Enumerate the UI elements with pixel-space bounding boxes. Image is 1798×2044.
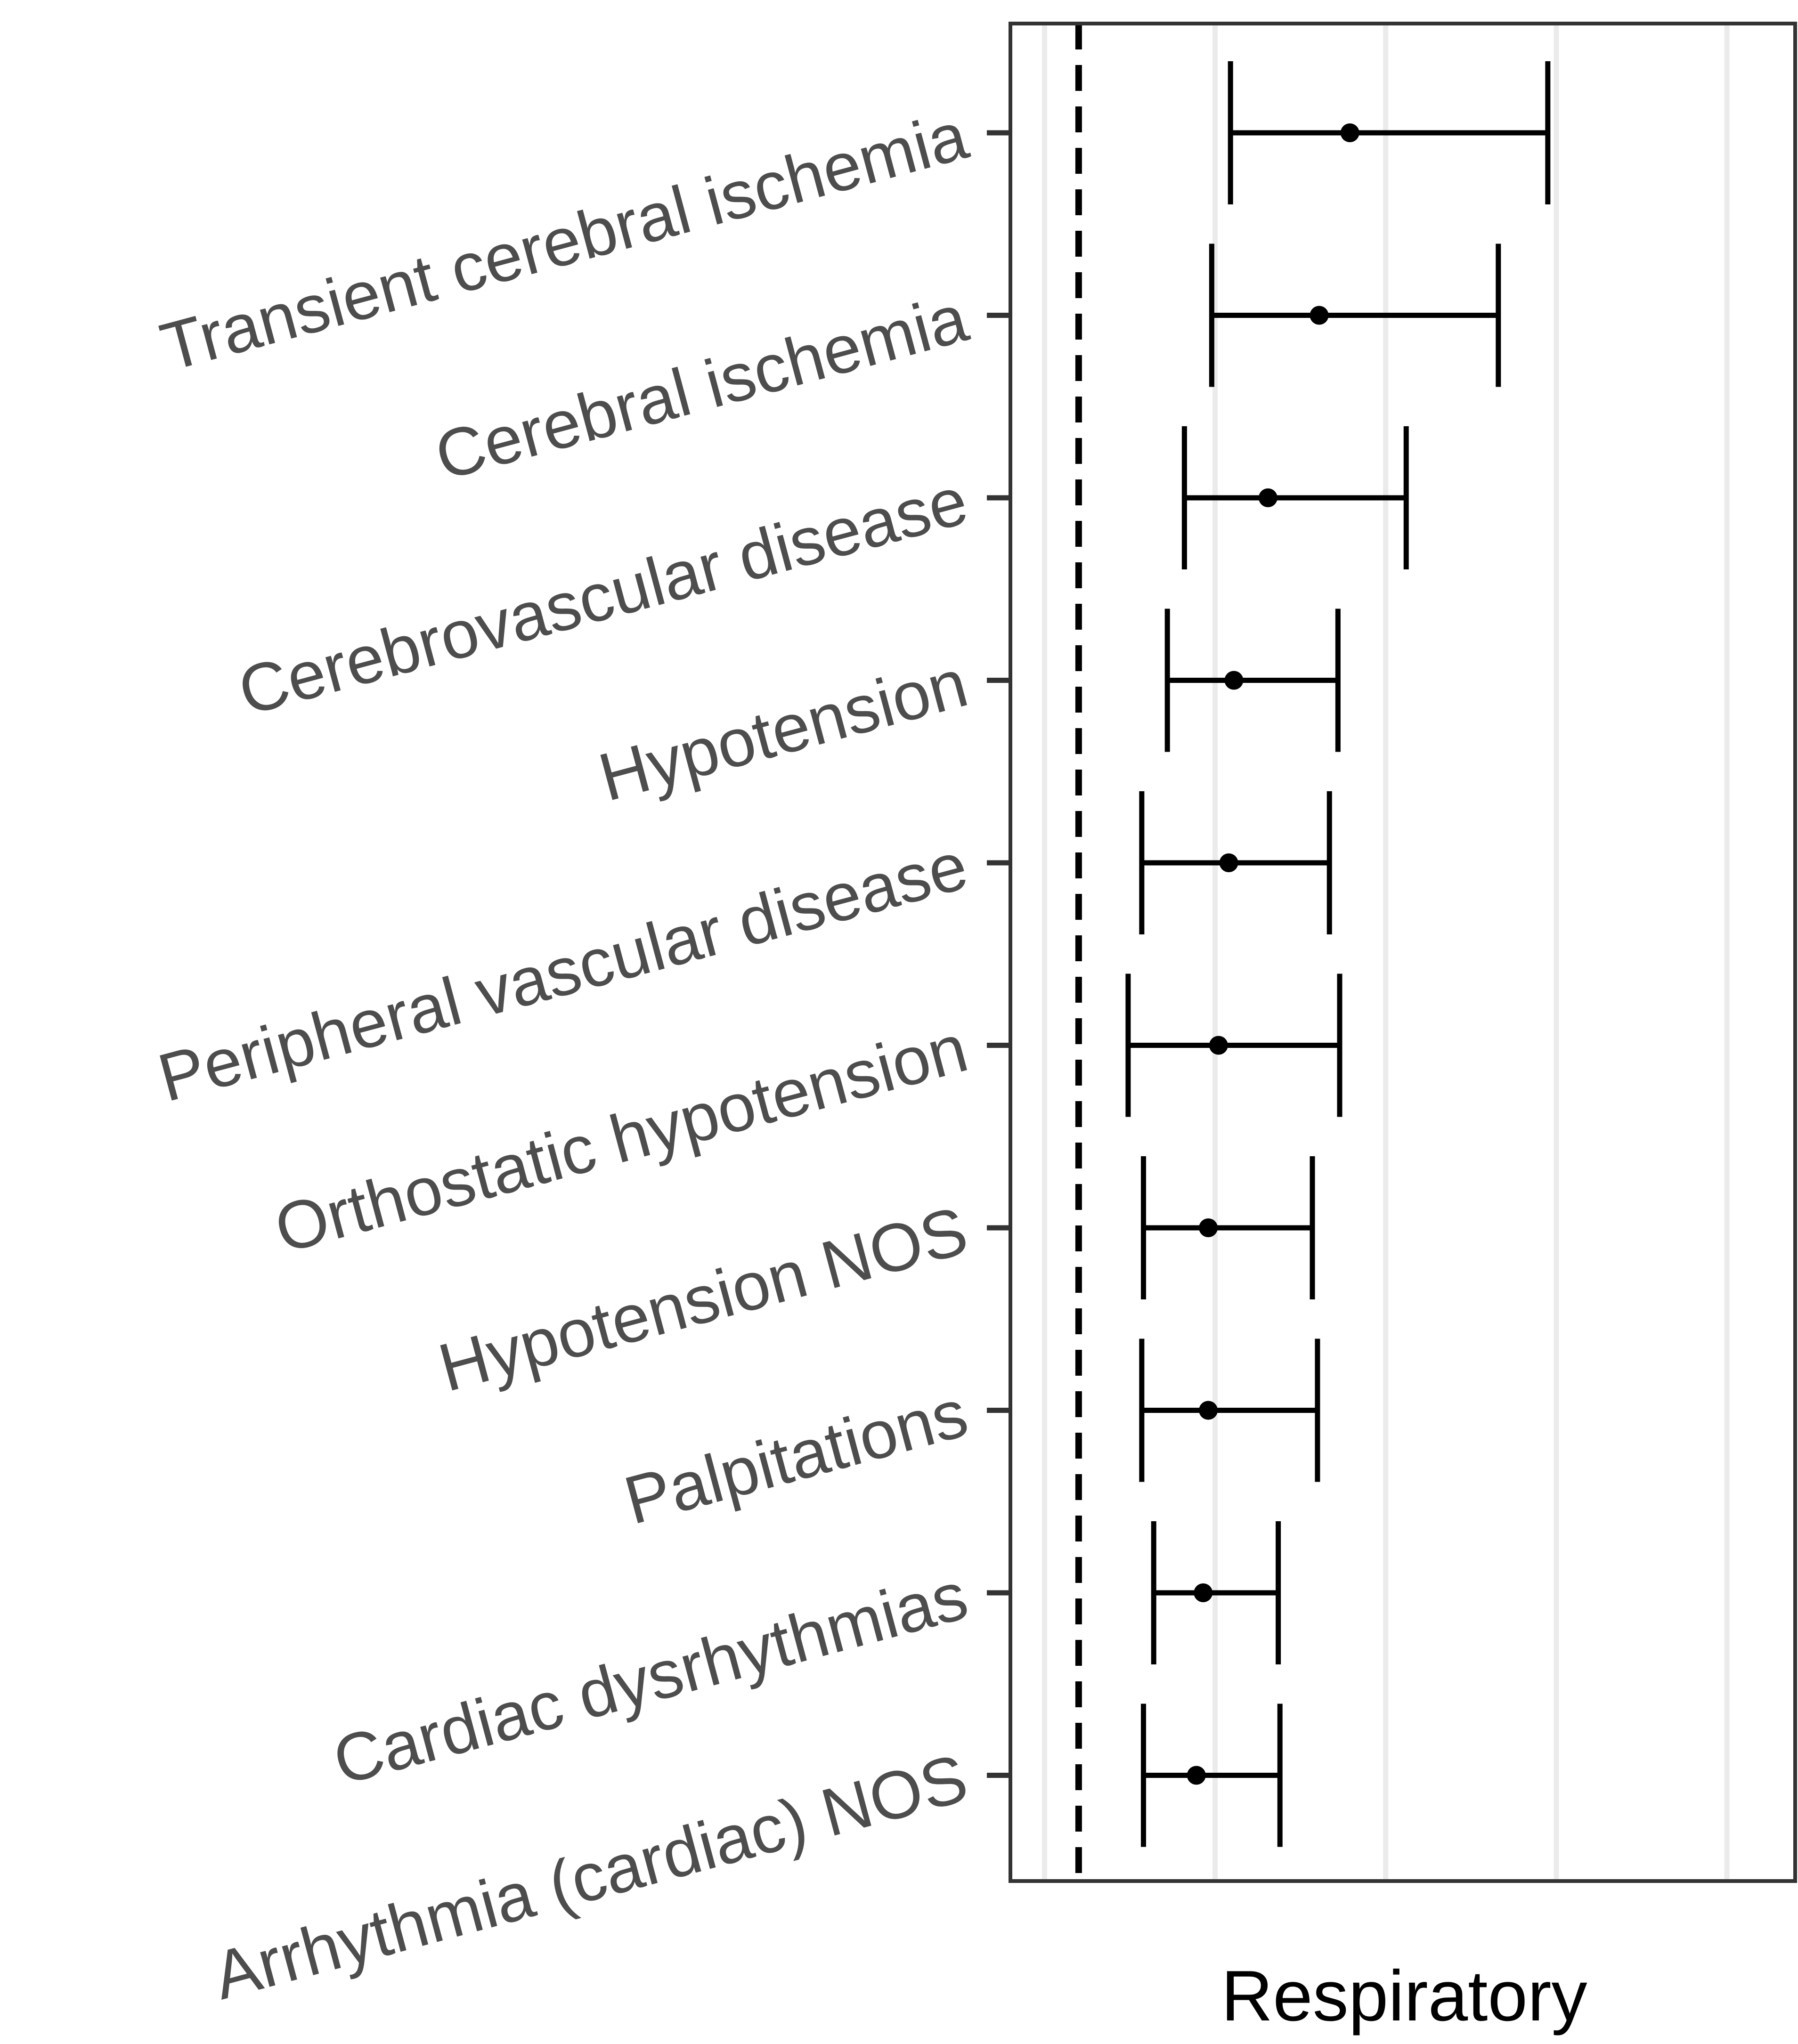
point-estimate [1258, 488, 1277, 507]
point-estimate [1194, 1583, 1213, 1602]
point-estimate [1187, 1766, 1206, 1785]
point-estimate [1199, 1218, 1218, 1237]
x-axis-title: Respiratory [1221, 1956, 1587, 2036]
point-estimate [1199, 1401, 1218, 1420]
panel-border [1009, 22, 1797, 1883]
point-estimate [1340, 123, 1359, 142]
point-estimate [1310, 306, 1329, 325]
point-estimate [1224, 671, 1244, 690]
point-estimate [1209, 1036, 1228, 1055]
point-estimate [1219, 853, 1238, 872]
